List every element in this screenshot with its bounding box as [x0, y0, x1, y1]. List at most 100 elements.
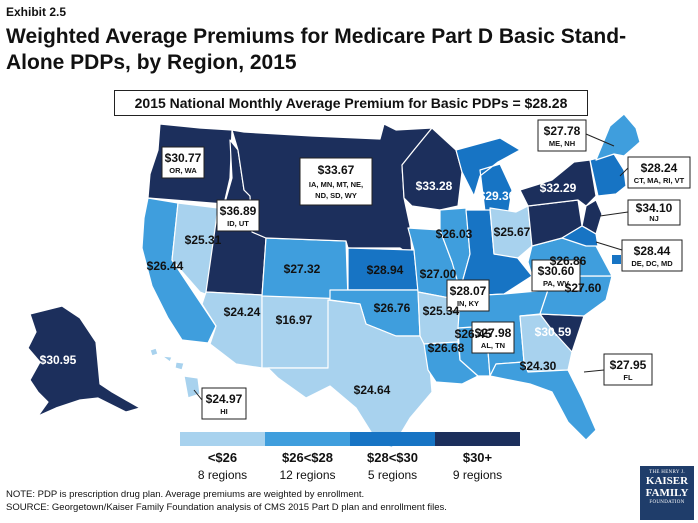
label-tx: $24.64	[354, 383, 391, 397]
callout-box-al-tn	[471, 321, 515, 354]
legend-label-1: <$26	[207, 450, 238, 465]
sub-al-tn: AL, TN	[481, 341, 505, 350]
label-wi: $33.28	[416, 179, 453, 193]
label-mi: $29.30	[479, 189, 516, 203]
legend-label-3: $28<$30	[367, 450, 418, 465]
region-ak	[27, 305, 141, 417]
leader-fl	[583, 369, 605, 373]
sub-north-2: ND, SD, WY	[315, 191, 357, 200]
sub-in-ky: IN, KY	[457, 299, 479, 308]
page-title: Weighted Average Premiums for Medicare P…	[6, 25, 627, 74]
label-pa-wv: $30.60	[538, 264, 575, 278]
callout-box-north	[299, 157, 373, 206]
label-co: $27.32	[284, 262, 321, 276]
label-la: $26.68	[428, 341, 465, 355]
region-nm	[261, 294, 331, 369]
sub-hi: HI	[220, 407, 228, 416]
region-de-dc-md	[561, 225, 599, 247]
callout-box-new-england	[627, 156, 691, 189]
legend-swatch-2	[265, 432, 350, 446]
label-me-nh: $27.78	[544, 124, 581, 138]
callout-box-fl	[603, 353, 653, 386]
legend-swatch-4	[435, 432, 520, 446]
callout-box-or-wa	[161, 146, 205, 179]
label-de-dc-md: $28.44	[634, 244, 671, 258]
exhibit-label: Exhibit 2.5	[6, 5, 67, 19]
legend-count-3: 5 regions	[367, 468, 418, 482]
region-tx	[267, 299, 433, 449]
legend-swatch-3	[350, 432, 435, 446]
label-va: $26.86	[550, 254, 587, 268]
leader-new-england	[619, 167, 629, 177]
leader-nj	[599, 211, 629, 217]
region-fl	[489, 361, 597, 441]
legend-label-4: $30+	[462, 450, 493, 465]
notes: NOTE: PDP is prescription drug plan. Ave…	[6, 488, 447, 514]
sub-or-wa: OR, WA	[169, 166, 197, 175]
label-ca: $26.44	[147, 259, 184, 273]
national-average-box: 2015 National Monthly Average Premium fo…	[114, 90, 588, 116]
callout-box-pa-wv	[531, 259, 581, 292]
callout-box-id-ut	[216, 199, 260, 232]
legend-swatch-1	[180, 432, 265, 446]
region-hi-3	[174, 361, 185, 371]
legend-count-1: 8 regions	[197, 468, 248, 482]
leader-de-dc-md	[595, 241, 623, 251]
label-ga: $24.30	[520, 359, 557, 373]
callout-box-hi	[201, 387, 247, 420]
de-dc-md-swatch	[612, 255, 621, 264]
label-ny: $32.29	[540, 181, 577, 195]
label-al-tn: $27.98	[475, 326, 512, 340]
sub-id-ut: ID, UT	[227, 219, 249, 228]
callout-box-nj	[627, 199, 681, 226]
label-id-ut: $36.89	[220, 204, 257, 218]
logo-line-2: KAISER	[645, 475, 689, 487]
region-la	[423, 341, 479, 385]
legend-count-4: 9 regions	[452, 468, 503, 482]
label-or-wa: $30.77	[165, 151, 202, 165]
label-nv: $25.31	[185, 233, 222, 247]
label-nj: $34.10	[636, 201, 673, 215]
legend-label-2: $26<$28	[282, 450, 333, 465]
region-me-nh	[595, 113, 641, 161]
region-nv	[171, 202, 219, 296]
kff-logo: THE HENRY J. KAISER FAMILY FOUNDATION	[640, 466, 694, 520]
label-nc: $27.60	[565, 281, 602, 295]
source-line: SOURCE: Georgetown/Kaiser Family Foundat…	[6, 502, 447, 513]
label-mo: $27.00	[420, 267, 457, 281]
logo-line-4: FOUNDATION	[649, 500, 685, 505]
label-nm: $16.97	[276, 313, 313, 327]
callout-box-in-ky	[446, 279, 490, 312]
label-az: $24.24	[224, 305, 261, 319]
label-ks: $28.94	[367, 263, 404, 277]
leader-hi	[193, 389, 203, 401]
region-hi-2	[161, 355, 173, 363]
label-new-england: $28.24	[641, 161, 678, 175]
sub-new-england: CT, MA, RI, VT	[634, 176, 685, 185]
sub-fl: FL	[623, 373, 633, 382]
sub-north-1: IA, MN, MT, NE,	[309, 180, 363, 189]
callout-box-me-nh	[537, 119, 587, 152]
sub-pa-wv: PA, WV	[543, 279, 569, 288]
label-fl: $27.95	[610, 358, 647, 372]
sub-me-nh: ME, NH	[549, 139, 575, 148]
callout-box-de-dc-md	[621, 239, 683, 272]
label-north: $33.67	[318, 163, 355, 177]
label-in-ky: $28.07	[450, 284, 487, 298]
label-hi: $24.97	[206, 392, 243, 406]
sub-nj: NJ	[649, 214, 659, 223]
leader-me-nh	[585, 133, 615, 147]
logo-line-3: FAMILY	[645, 487, 689, 499]
legend-count-2: 12 regions	[279, 468, 336, 482]
label-oh: $25.67	[494, 225, 531, 239]
label-ar: $25.34	[423, 304, 460, 318]
label-ok: $26.76	[374, 301, 411, 315]
region-hi-1	[149, 347, 159, 357]
label-ak: $30.95	[40, 353, 77, 367]
label-ms: $26.45	[455, 327, 492, 341]
logo-line-1: THE HENRY J.	[649, 470, 685, 475]
label-il: $26.03	[436, 227, 473, 241]
label-sc: $30.59	[535, 325, 572, 339]
note-line: NOTE: PDP is prescription drug plan. Ave…	[6, 489, 365, 500]
